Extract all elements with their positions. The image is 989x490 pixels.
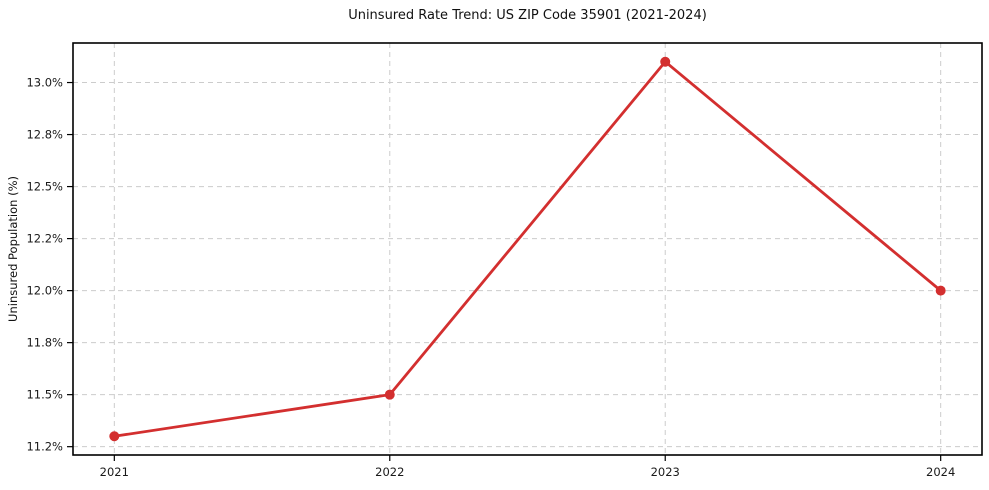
y-tick-label: 13.0% [26, 76, 63, 90]
axes-spines [72, 42, 983, 456]
x-tick-label: 2024 [926, 465, 955, 479]
x-tick-label: 2022 [375, 465, 404, 479]
y-axis-label-wrap: Uninsured Population (%) [2, 43, 24, 455]
x-tick-label: 2023 [651, 465, 680, 479]
y-tick-label: 12.2% [26, 232, 63, 246]
y-tick-label: 11.8% [26, 336, 63, 350]
x-tick-label: 2021 [100, 465, 129, 479]
trend-line [112, 60, 943, 438]
y-tick-label: 12.8% [26, 128, 63, 142]
chart-title: Uninsured Rate Trend: US ZIP Code 35901 … [348, 8, 707, 23]
data-point-marker [109, 431, 120, 442]
y-tick-label: 11.5% [26, 388, 63, 402]
data-point-marker [935, 285, 946, 296]
y-tick-label: 11.2% [26, 440, 63, 454]
data-point-marker [660, 56, 671, 67]
y-axis-label: Uninsured Population (%) [6, 176, 20, 322]
y-tick-label: 12.0% [26, 284, 63, 298]
data-point-marker [384, 389, 395, 400]
y-tick-label: 12.5% [26, 180, 63, 194]
